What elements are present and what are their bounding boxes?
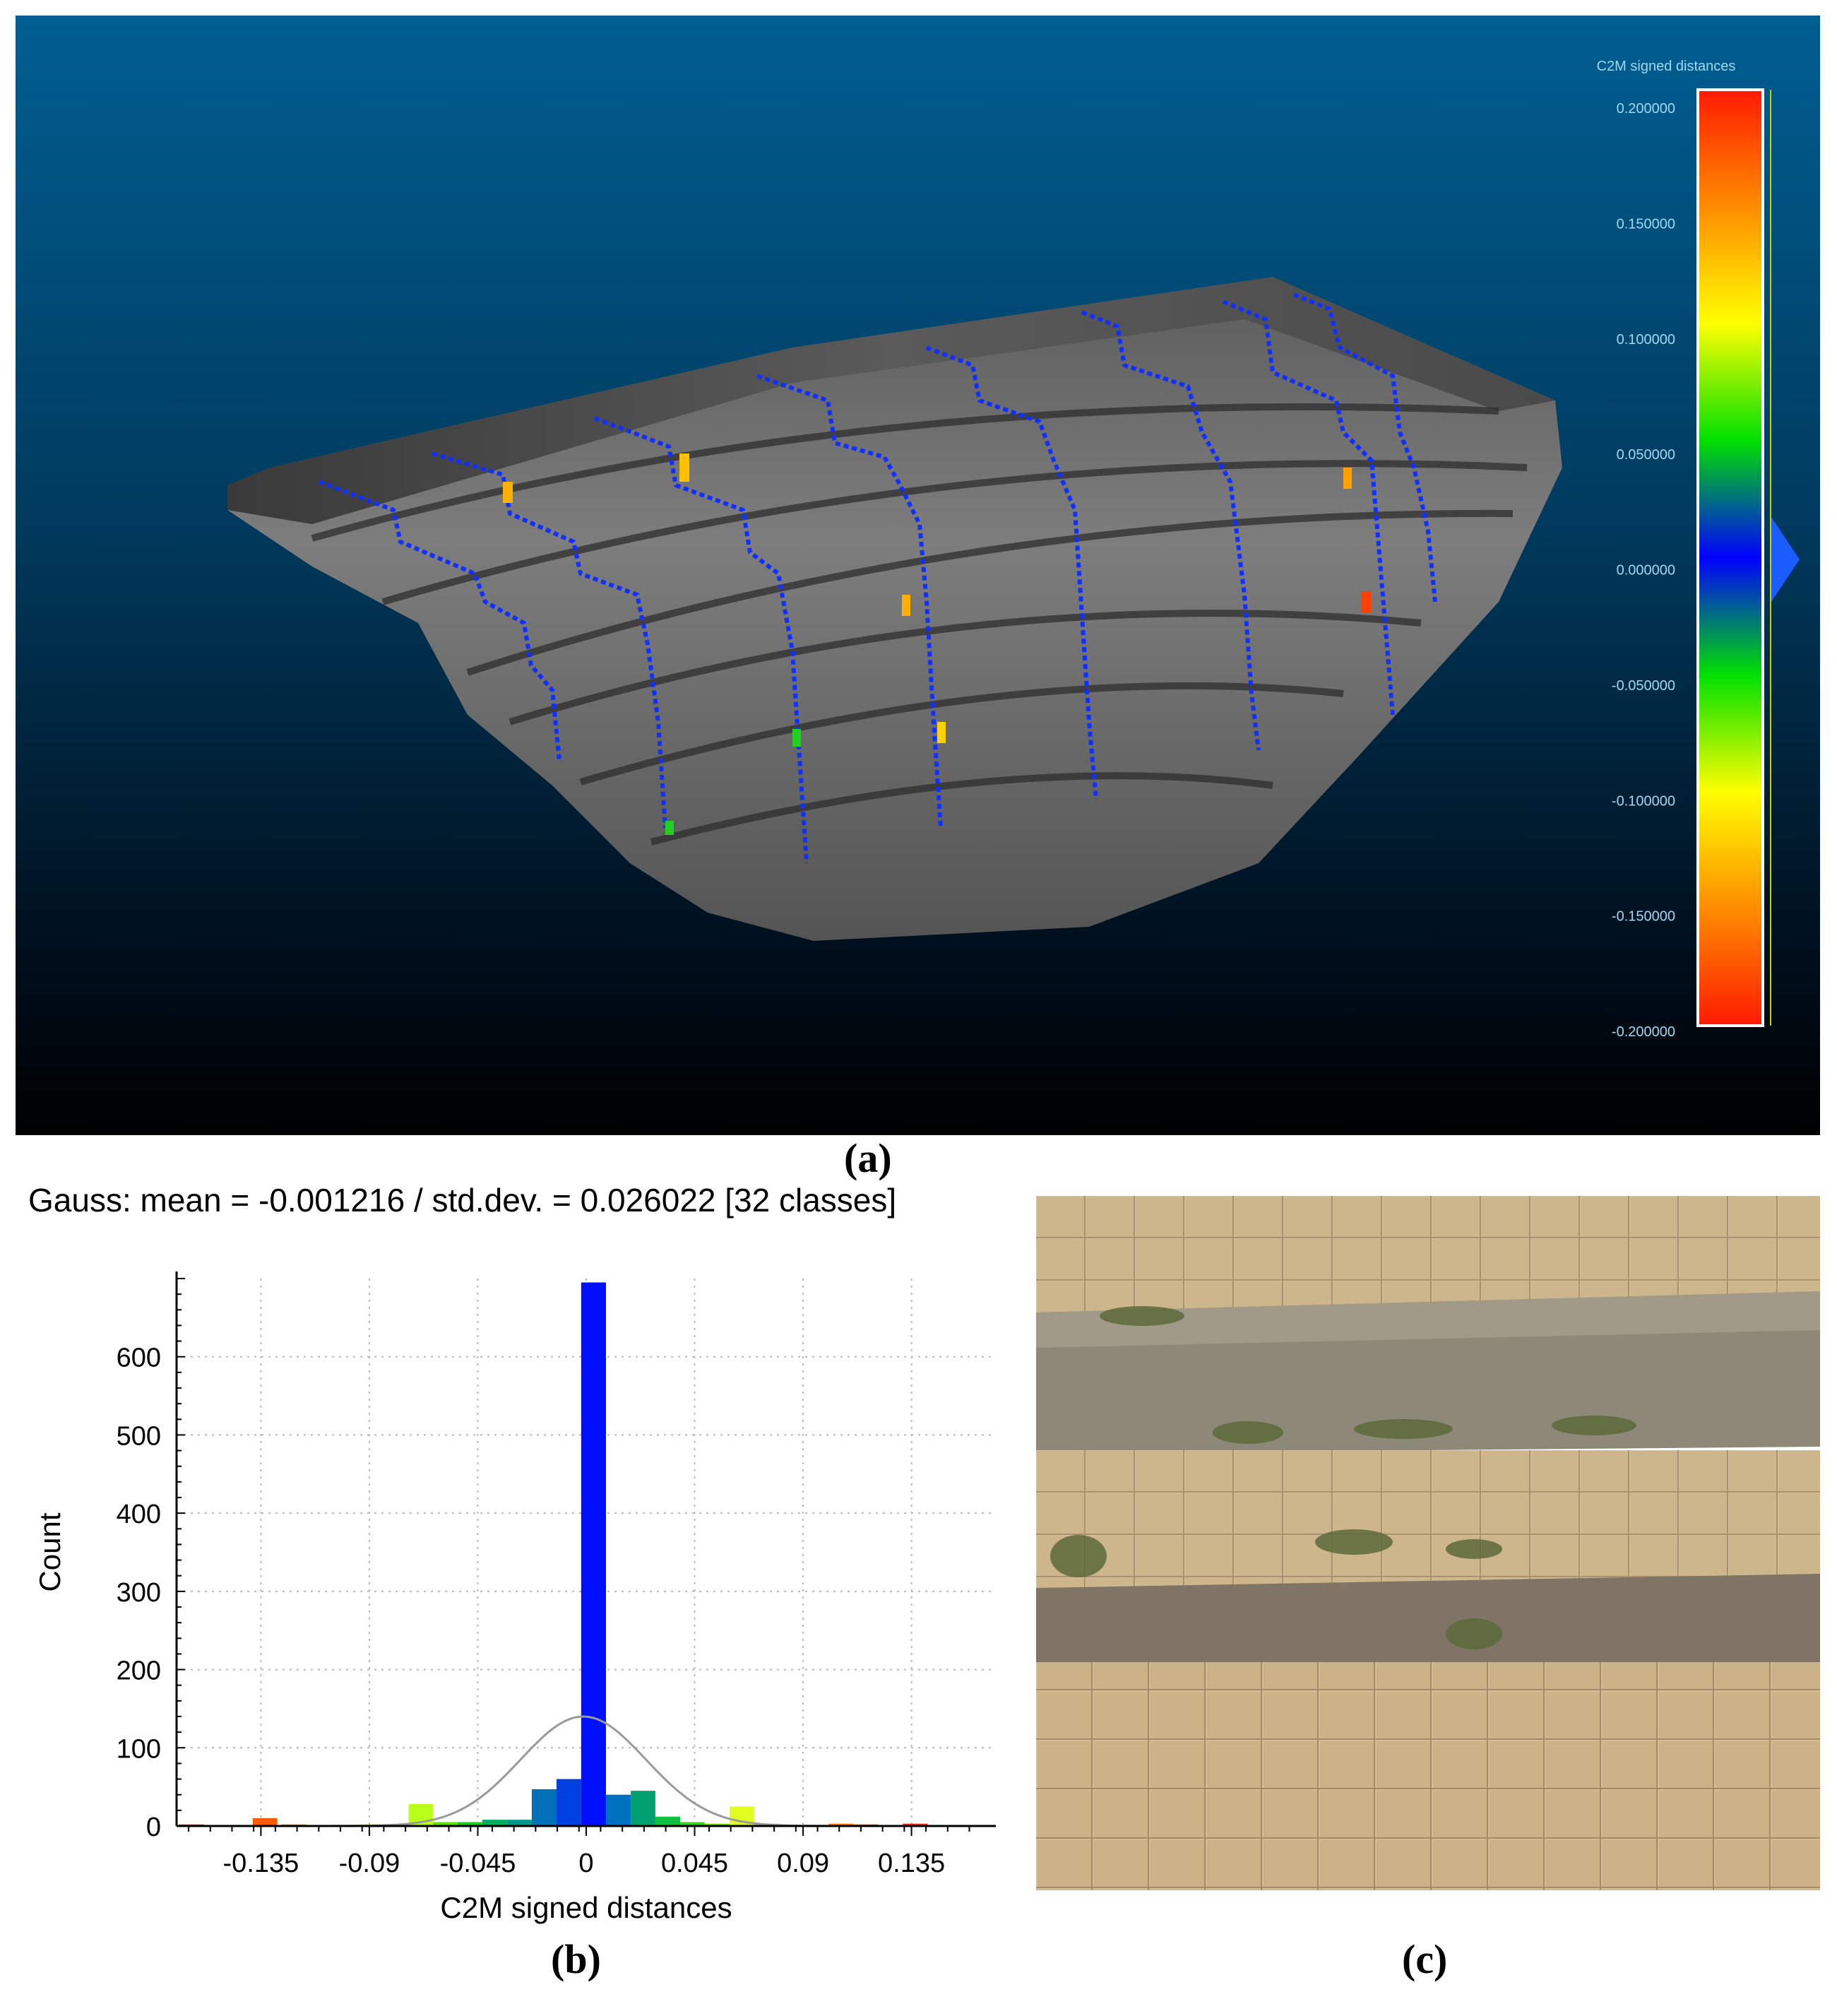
histogram-bar [482,1820,508,1826]
y-tick-label: 500 [117,1421,161,1451]
x-tick-label: -0.09 [339,1849,400,1878]
y-axis-label: Count [33,1512,66,1591]
histogram-bar [903,1823,928,1826]
histogram-bar [507,1820,532,1826]
colorbar-tick-label: -0.150000 [1612,909,1675,925]
colorbar-tick-label: 0.000000 [1617,563,1675,579]
caption-a: (a) [844,1135,892,1181]
caption-b: (b) [551,1936,601,1982]
colorbar-tick-label: -0.100000 [1612,793,1675,809]
x-tick-label: -0.045 [440,1849,516,1878]
x-tick-label: 0.045 [661,1849,728,1878]
x-tick-label: 0.09 [777,1849,829,1878]
y-tick-label: 0 [146,1813,161,1842]
histogram-chart: 0 100 200 300 400 500 600 -0.135 -0.09 -0.045 0 0.0… [33,1271,996,1924]
histogram-title: Gauss: mean = -0.001216 / std.dev. = 0.0… [28,1182,897,1219]
y-tick-label: 300 [117,1578,161,1608]
histogram-bar [433,1822,458,1826]
histogram-bar [252,1818,278,1826]
colorbar-title: C2M signed distances [1597,59,1736,74]
histogram-bar [581,1282,606,1826]
caption-c: (c) [1402,1936,1448,1982]
colorbar-tick-label: 0.150000 [1617,216,1675,232]
histogram-bar [531,1789,557,1826]
x-tick-label: 0.135 [878,1849,945,1878]
colorbar-tick-label: -0.050000 [1612,678,1675,694]
point-cloud-view[interactable]: C2M signed distances 0.200000 0.150000 0.1… [16,16,1820,1135]
colorbar: C2M signed distances 0.200000 0.150000 0.1… [1597,59,1800,1040]
histogram-bar [605,1794,631,1826]
y-tick-label: 600 [117,1344,161,1373]
x-tick-label: 0 [578,1849,593,1878]
histogram-bar [704,1823,730,1826]
y-tick-label: 200 [117,1656,161,1686]
colorbar-tick-label: 0.100000 [1617,332,1675,348]
terrace-bands [311,403,1528,846]
histogram-bar [631,1791,655,1826]
histogram-bar [680,1822,705,1826]
x-tick-label: -0.135 [223,1849,299,1878]
x-axis-label: C2M signed distances [440,1891,732,1924]
scan-highlights [503,453,1371,835]
colorbar-marker-icon [1771,517,1800,602]
histogram-bar [828,1823,854,1826]
colorbar-tick-label: 0.200000 [1617,101,1675,117]
colorbar-tick-label: -0.200000 [1612,1024,1675,1040]
histogram-bar [457,1822,482,1826]
histogram-bar [557,1779,581,1826]
histogram-bar [655,1816,681,1826]
point-cloud-render [227,277,1562,941]
colorbar-tick-label: 0.050000 [1617,447,1675,463]
y-tick-label: 400 [117,1500,161,1529]
colorbar-scale [1696,88,1764,1027]
wall-photo [1036,1196,1820,1890]
y-tick-label: 100 [117,1734,161,1764]
